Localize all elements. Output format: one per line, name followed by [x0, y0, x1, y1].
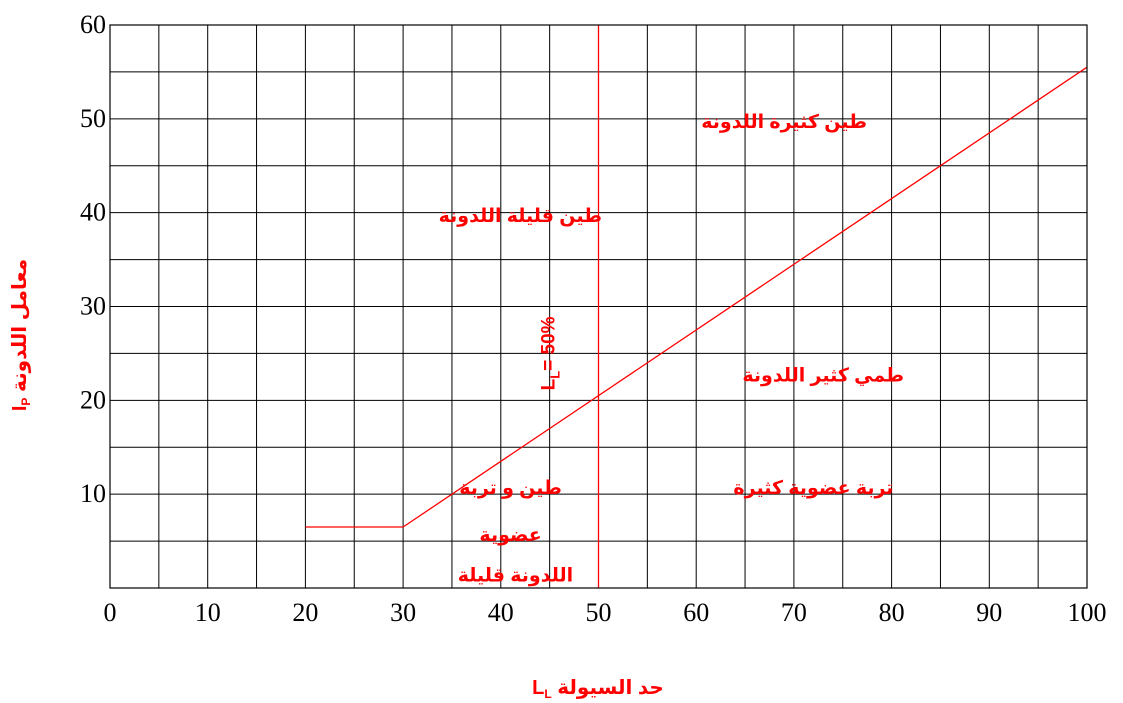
x-axis-label: حد السيولة LL: [532, 677, 664, 701]
x-tick-label: 90: [976, 598, 1002, 627]
region-label: تربة عضوية كثيرة: [733, 478, 893, 499]
x-tick-label: 50: [586, 598, 612, 627]
series-lines: [305, 25, 1088, 588]
region-label: عضوية: [479, 525, 541, 546]
x-tick-label: 80: [879, 598, 905, 627]
region-label: طين و تربة: [459, 478, 562, 499]
series-line-2: [402, 66, 1088, 528]
annotation-ll-50: LL= 50%: [539, 316, 563, 390]
region-label: طين كثيرة اللدونة: [701, 112, 867, 133]
region-label: طمي كثير اللدونة: [742, 366, 904, 387]
plot-border: [109, 24, 1088, 589]
x-tick-label: 40: [488, 598, 514, 627]
region-label: طين قليلة اللدونة: [439, 206, 602, 227]
y-tick-label: 40: [80, 198, 106, 227]
y-tick-label: 30: [80, 292, 106, 321]
region-label: اللدونة قليلة: [458, 565, 573, 586]
y-tick-label: 50: [80, 104, 106, 133]
x-tick-label: 20: [292, 598, 318, 627]
x-tick-label: 30: [390, 598, 416, 627]
tick-labels: 0 10 20 30 40 50 60 70 80 90 100 10 20 30 40 50 60: [80, 10, 1107, 627]
y-axis-label: معامل اللدونة IP: [9, 259, 33, 411]
x-tick-label: 0: [104, 598, 117, 627]
x-tick-label: 60: [683, 598, 709, 627]
x-tick-label: 70: [781, 598, 807, 627]
annotations: طين كثيرة اللدونة طين قليلة اللدونة LL= 50…: [439, 112, 904, 586]
y-tick-label: 60: [80, 10, 106, 39]
x-tick-label: 10: [195, 598, 221, 627]
axis-labels: حد السيولة LL معامل اللدونة IP: [9, 259, 664, 701]
y-tick-label: 10: [80, 479, 106, 508]
x-tick-label: 100: [1068, 598, 1107, 627]
y-tick-label: 20: [80, 385, 106, 414]
